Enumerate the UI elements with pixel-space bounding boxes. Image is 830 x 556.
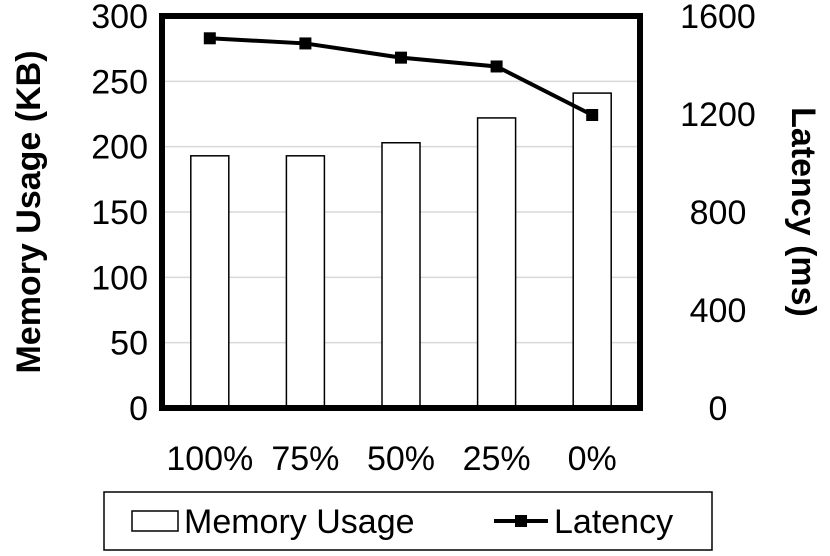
left-tick-label: 250 [91, 63, 148, 101]
legend-marker-latency [515, 515, 527, 527]
bar [476, 117, 517, 409]
x-tick-label: 75% [271, 440, 339, 478]
bars-memory-usage [190, 92, 612, 409]
bar [190, 155, 230, 409]
line-point [203, 32, 216, 45]
left-tick-label: 200 [91, 129, 148, 167]
left-axis-title: Memory Usage (KB) [10, 50, 48, 373]
legend: Memory Usage Latency [103, 491, 713, 551]
x-axis-ticks: 100% 75% 50% 25% 0% [166, 440, 616, 478]
left-tick-label: 0 [129, 390, 148, 428]
plot-frame [159, 13, 643, 411]
legend-swatch-memory-usage [131, 510, 179, 532]
right-axis-title: Latency (ms) [784, 107, 822, 317]
right-tick-label: 1200 [680, 96, 756, 134]
right-tick-label: 1600 [680, 0, 756, 36]
legend-label-memory-usage: Memory Usage [184, 503, 415, 541]
legend-label-latency: Latency [554, 503, 673, 541]
left-tick-label: 150 [91, 194, 148, 232]
bar [285, 155, 326, 409]
bar [572, 92, 612, 409]
x-tick-label: 25% [463, 440, 531, 478]
line-point [299, 37, 312, 50]
left-tick-label: 100 [91, 259, 148, 297]
bar [381, 141, 421, 409]
left-axis-ticks: 0 50 100 150 200 250 300 [91, 0, 148, 428]
line-point [395, 51, 407, 64]
legend-box [103, 491, 713, 551]
right-axis-ticks: 0 400 800 1200 1600 [680, 0, 756, 428]
line-latency [203, 32, 599, 121]
right-tick-label: 400 [690, 292, 747, 330]
right-tick-label: 0 [709, 390, 728, 428]
right-tick-label: 800 [690, 194, 747, 232]
line-point [490, 60, 503, 73]
x-tick-label: 0% [568, 440, 617, 478]
x-tick-label: 50% [367, 440, 435, 478]
left-tick-label: 50 [110, 325, 148, 363]
line-point [586, 108, 599, 121]
line-path [209, 36, 594, 117]
left-tick-label: 300 [91, 0, 148, 36]
x-tick-label: 100% [166, 440, 253, 478]
